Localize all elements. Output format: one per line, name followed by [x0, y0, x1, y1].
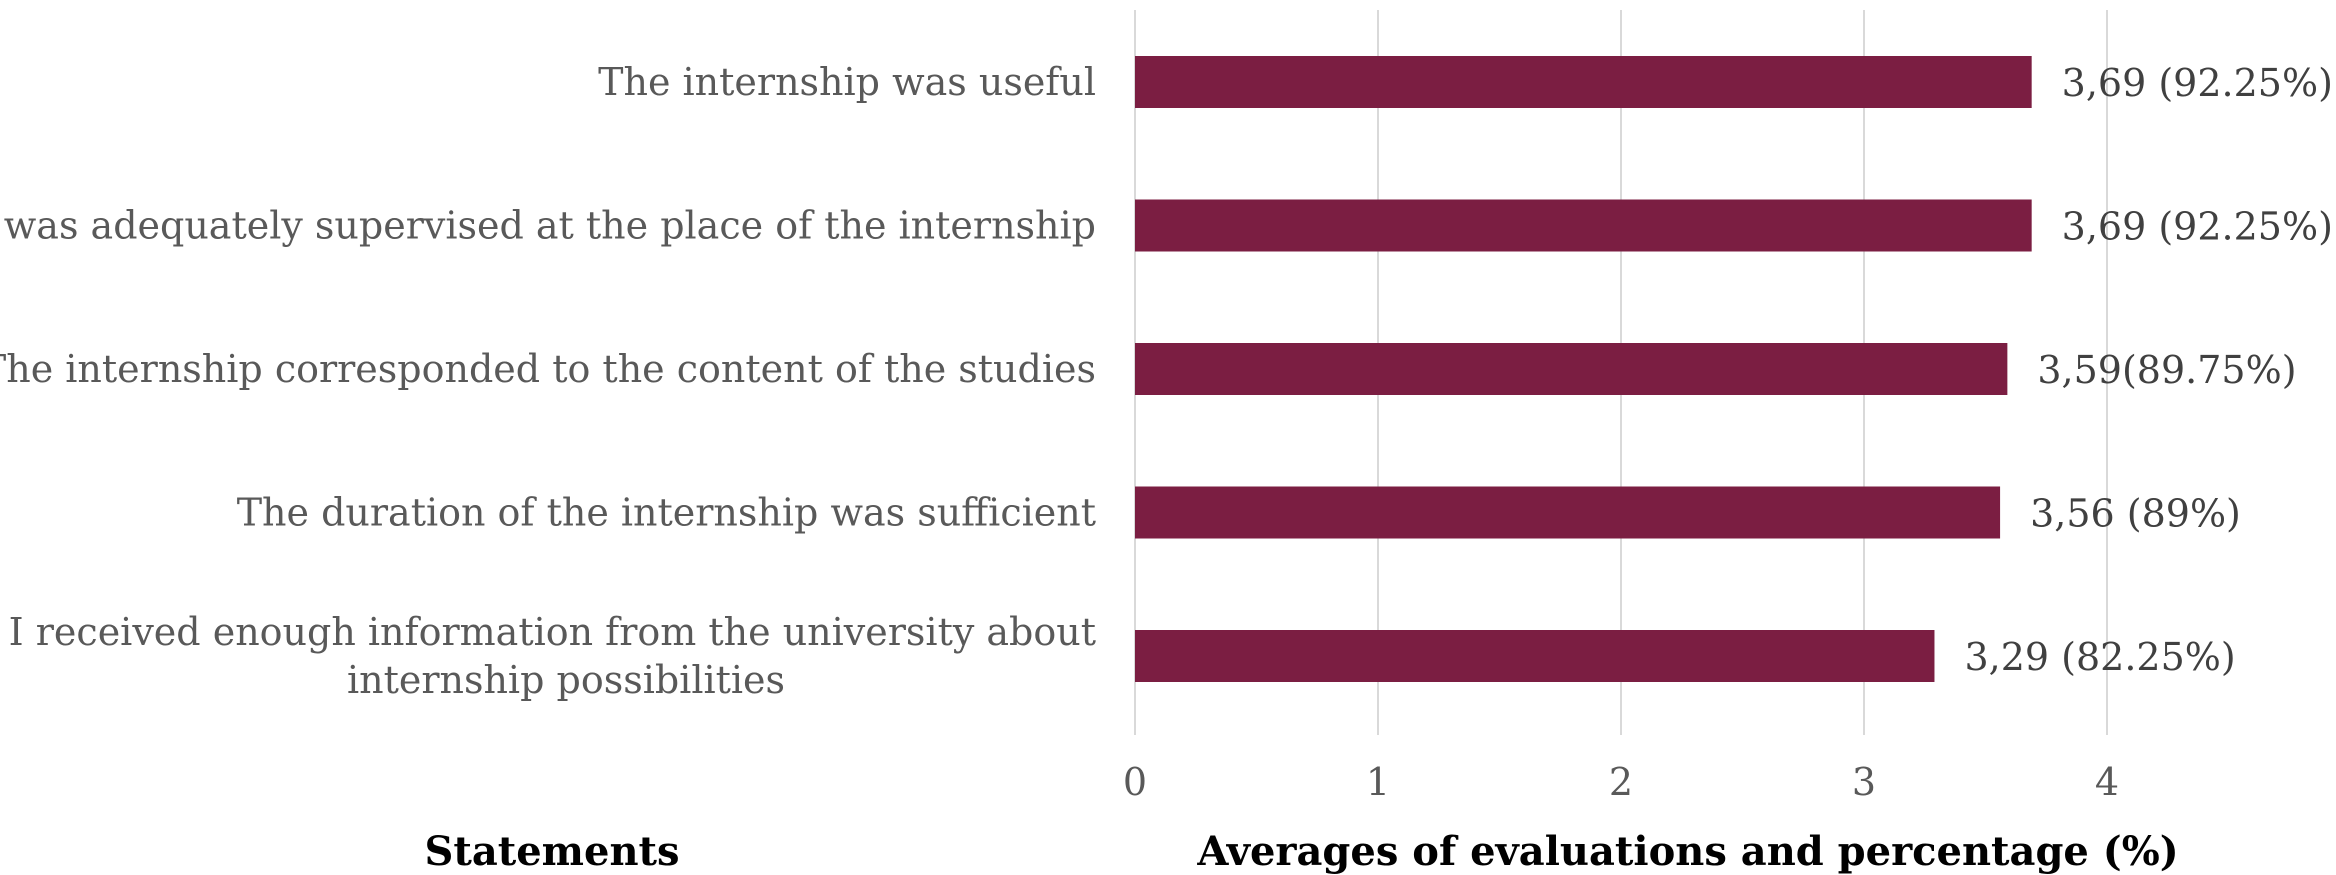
category-label-2: The internship corresponded to the conte… [0, 347, 1096, 391]
x-tick-label-3: 3 [1852, 760, 1876, 804]
bar-1 [1135, 199, 2032, 252]
x-tick-label-2: 2 [1609, 760, 1633, 804]
bars [1135, 56, 2032, 682]
data-label-1: 3,69 (92.25%) [2062, 205, 2333, 249]
bar-0 [1135, 56, 2032, 108]
category-label-3: The duration of the internship was suffi… [237, 491, 1096, 535]
x-tick-label-0: 0 [1123, 760, 1147, 804]
bar-3 [1135, 486, 2001, 539]
x-tick-label-1: 1 [1366, 760, 1390, 804]
category-label-4-line-0: I received enough information from the u… [9, 610, 1096, 654]
data-label-4: 3,29 (82.25%) [1964, 635, 2235, 679]
x-tick-labels: 0 1 2 3 4 [1123, 760, 2119, 804]
category-label-0: The internship was useful [598, 60, 1096, 104]
data-label-3: 3,56 (89%) [2030, 492, 2241, 536]
x-axis-title: Averages of evaluations and percentage (… [1196, 828, 2178, 875]
category-label-1: I was adequately supervised at the place… [0, 204, 1096, 248]
bar-4 [1135, 630, 1935, 682]
y-axis-title: Statements [424, 828, 679, 875]
data-labels: 3,69 (92.25%) 3,69 (92.25%) 3,59(89.75%) 3,… [1964, 61, 2332, 679]
category-labels: The internship was useful I was adequatel… [0, 60, 1096, 702]
x-tick-label-4: 4 [2095, 760, 2119, 804]
bar-2 [1135, 343, 2008, 395]
category-label-4-line-1: internship possibilities [347, 658, 785, 702]
data-label-2: 3,59(89.75%) [2037, 348, 2296, 392]
data-label-0: 3,69 (92.25%) [2062, 61, 2333, 105]
